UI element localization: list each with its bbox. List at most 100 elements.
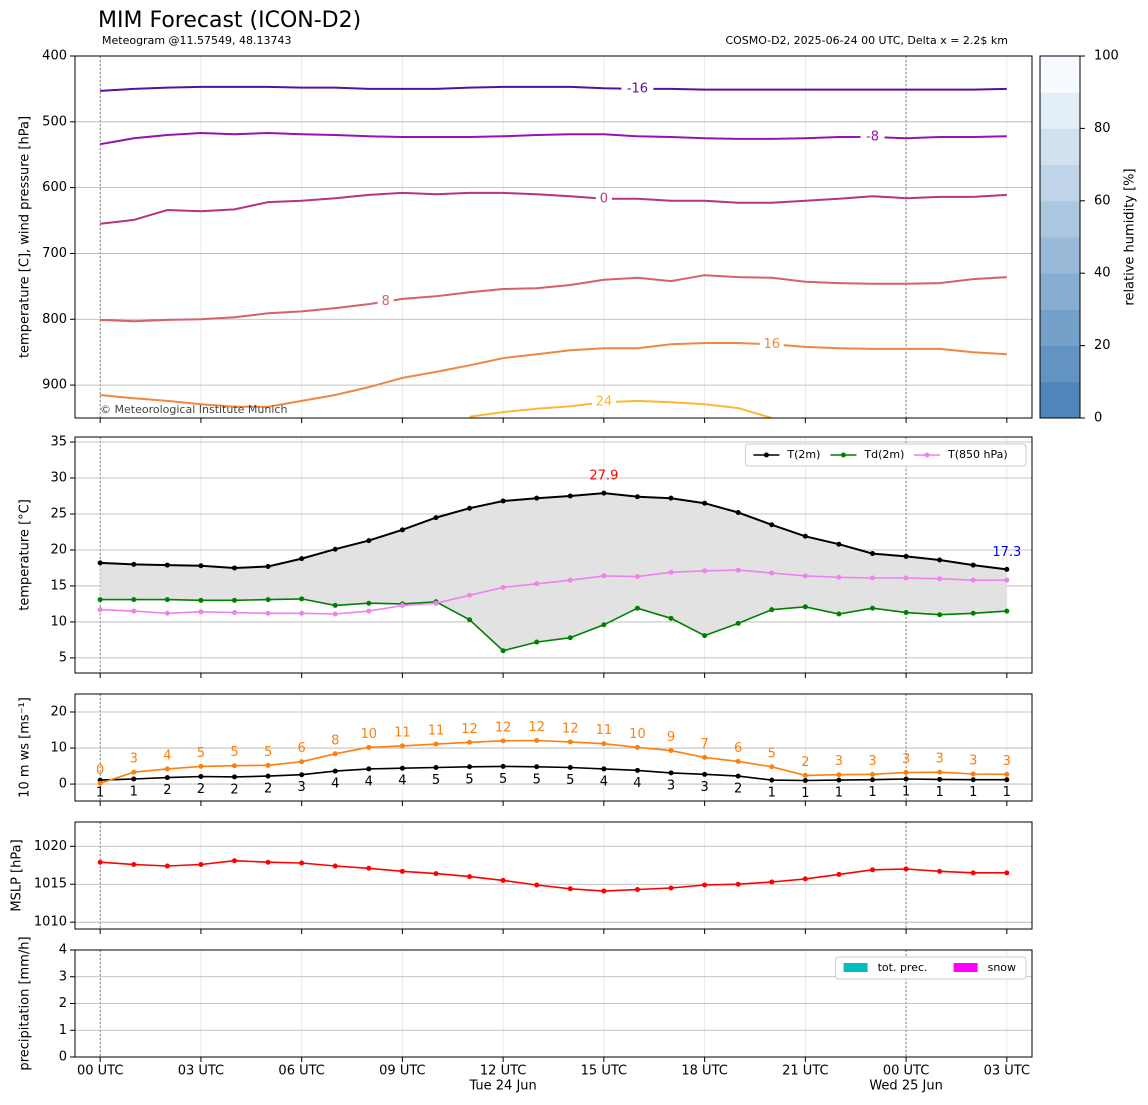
y-tick-label: 5 [59,650,67,665]
x-tick-label: 09 UTC [379,1064,425,1079]
x-tick-label: 21 UTC [782,1064,828,1079]
y-tick-label: 500 [42,114,67,129]
point [332,602,338,608]
point [601,766,607,772]
point [1004,566,1010,572]
legend-box [744,443,1027,467]
y-tick-label: 900 [42,378,67,393]
point [299,596,305,602]
point [601,888,607,894]
point [802,876,808,882]
point [131,608,137,614]
value-label: 3 [936,752,944,767]
contour-label-bg [759,336,784,353]
point [399,765,405,771]
value-label: 1 [868,785,876,800]
point [601,622,607,628]
point [937,576,943,582]
colorbar-band [1040,56,1080,93]
plot-frame [74,693,1033,802]
x-tick-label: 00 UTC [77,1064,123,1079]
point [601,573,607,579]
point [702,500,708,506]
point [131,597,137,603]
x-tick-label: 06 UTC [278,1064,324,1079]
contour-line [100,274,1007,323]
value-label: 12 [495,720,512,735]
value-label: 2 [197,782,205,797]
value-label: 3 [130,752,138,767]
point [903,866,909,872]
value-label: 4 [331,777,339,792]
colorbar-band [1040,381,1080,419]
value-label: 6 [298,741,306,756]
value-label: 9 [667,730,675,745]
point [433,764,439,770]
y-tick-label: 10 [50,614,67,629]
x-tick-label: 03 UTC [178,1064,224,1079]
value-label: 1 [835,786,843,801]
point [232,774,237,780]
value-label: 3 [969,753,977,768]
point [601,490,607,496]
point [399,868,405,874]
point [131,769,137,775]
point [702,568,708,574]
value-label: 2 [163,783,171,798]
point [769,570,775,576]
contour-label: 16 [763,337,780,352]
point [567,739,573,745]
point [265,610,271,616]
contour-label-bg [595,190,612,207]
point [366,766,372,772]
point [399,743,405,749]
value-label: 4 [398,774,406,789]
subtitle-right: COSMO-D2, 2025-06-24 00 UTC, Delta x = 2… [725,34,1008,47]
value-label: 1 [902,785,910,800]
value-label: 3 [835,754,843,769]
legend-marker [763,452,769,458]
point [802,573,808,579]
y-tick-label: 25 [50,506,67,521]
point [164,775,170,781]
point [164,562,170,568]
point [97,560,103,566]
contour-line [469,399,773,418]
point [265,597,271,603]
point [534,495,540,501]
point [366,600,372,606]
plot-frame [74,55,1033,419]
series-line [100,569,1007,615]
legend-label: tot. prec. [878,961,928,974]
point [970,777,976,783]
point [232,610,237,616]
value-label: 5 [465,772,473,787]
point [534,639,540,645]
y-axis-label: MSLP [hPa] [10,839,25,911]
colorbar-band [1040,309,1080,347]
value-label: 11 [428,724,445,739]
point [164,863,170,869]
date-label: Wed 25 Jun [869,1079,942,1094]
colorbar-band [1040,237,1080,274]
point [332,768,338,774]
point [634,887,640,893]
value-label: 5 [768,746,776,761]
value-label: 3 [868,754,876,769]
contour-line [100,191,1007,225]
colorbar-tick-label: 0 [1094,411,1102,426]
point [903,770,909,776]
plot-frame [74,436,1033,674]
value-label: 3 [902,752,910,767]
y-tick-label: 10 [50,741,67,756]
x-tick-label: 03 UTC [984,1064,1030,1079]
y-tick-label: 30 [50,471,67,486]
point [433,741,439,747]
series-line [100,492,1007,571]
point [534,737,540,743]
point [332,863,338,869]
value-label: 1 [969,785,977,800]
legend-label: T(2m) [786,448,820,461]
point [903,610,909,616]
point [265,564,271,570]
